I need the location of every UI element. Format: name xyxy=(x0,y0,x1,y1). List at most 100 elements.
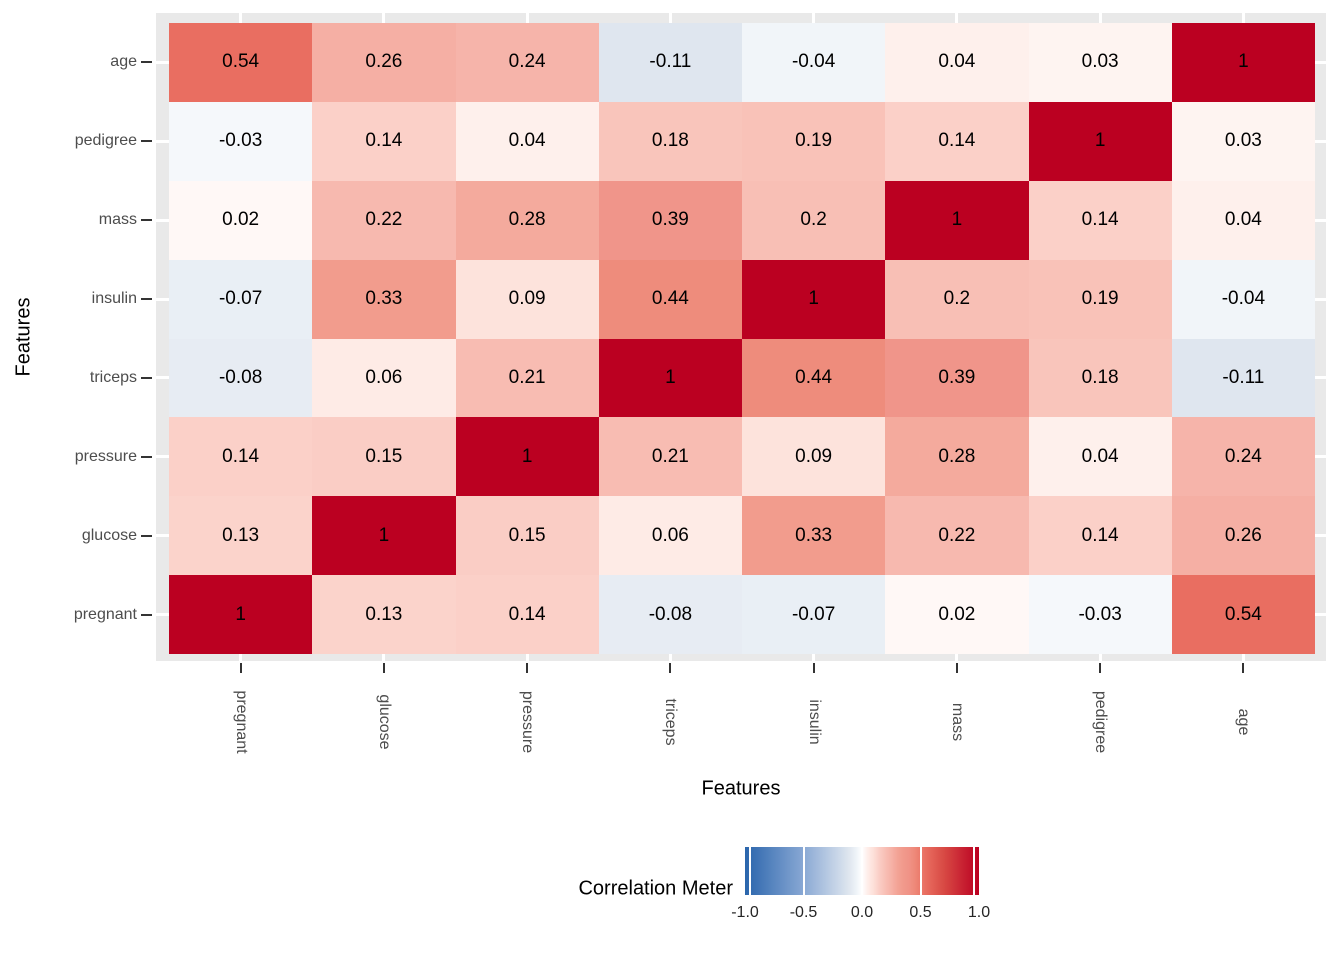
heatmap-cell-pregnant-pregnant: 1 xyxy=(169,575,313,654)
heatmap-cell-pregnant-pedigree: -0.03 xyxy=(1028,575,1172,654)
heatmap-cell-insulin-insulin: 1 xyxy=(742,259,886,339)
y-tick xyxy=(141,298,152,301)
x-tick xyxy=(382,663,385,673)
x-tick xyxy=(526,663,529,673)
heatmap-cell-triceps-insulin: 0.44 xyxy=(742,338,886,418)
legend-tick-label: -0.5 xyxy=(789,904,818,921)
x-axis-label-pregnant: pregnant xyxy=(232,690,250,754)
legend-tick-label: 0.0 xyxy=(850,904,874,921)
heatmap-cell-mass-pedigree: 0.14 xyxy=(1028,180,1172,260)
y-tick xyxy=(141,455,152,458)
heatmap-cell-glucose-pedigree: 0.14 xyxy=(1028,496,1172,576)
legend-tick-label: -1.0 xyxy=(731,904,759,921)
x-axis-label-age: age xyxy=(1235,708,1253,736)
heatmap-cell-mass-pressure: 0.28 xyxy=(455,180,599,260)
legend-tick-label: 1.0 xyxy=(967,904,991,921)
y-axis-label-mass: mass xyxy=(98,211,137,229)
heatmap-cell-pregnant-triceps: -0.08 xyxy=(598,575,742,654)
heatmap-cell-pressure-glucose: 0.15 xyxy=(312,417,456,497)
heatmap-cell-pressure-triceps: 0.21 xyxy=(598,417,742,497)
heatmap-cell-age-age: 1 xyxy=(1171,23,1315,102)
heatmap-cell-pedigree-triceps: 0.18 xyxy=(598,101,742,181)
heatmap-cell-pedigree-mass: 0.14 xyxy=(885,101,1029,181)
y-axis-label-pregnant: pregnant xyxy=(73,605,137,623)
heatmap-cell-triceps-age: -0.11 xyxy=(1171,338,1315,418)
x-tick xyxy=(812,663,815,673)
heatmap-cell-glucose-mass: 0.22 xyxy=(885,496,1029,576)
heatmap-cell-mass-triceps: 0.39 xyxy=(598,180,742,260)
heatmap-cell-triceps-pregnant: -0.08 xyxy=(169,338,313,418)
x-axis-label-triceps: triceps xyxy=(662,698,680,746)
heatmap-cell-pedigree-pedigree: 1 xyxy=(1028,101,1172,181)
heatmap-cell-age-pressure: 0.24 xyxy=(455,23,599,102)
heatmap-cell-pressure-insulin: 0.09 xyxy=(742,417,886,497)
x-tick xyxy=(669,663,672,673)
x-axis-title: Features xyxy=(701,777,781,800)
y-axis-label-triceps: triceps xyxy=(89,368,137,386)
heatmap-cell-mass-age: 0.04 xyxy=(1171,180,1315,260)
y-axis-label-glucose: glucose xyxy=(81,526,137,544)
heatmap-cell-glucose-glucose: 1 xyxy=(312,496,456,576)
heatmap-cell-pressure-mass: 0.28 xyxy=(885,417,1029,497)
heatmap-cell-pregnant-glucose: 0.13 xyxy=(312,575,456,654)
heatmap-cell-pregnant-pressure: 0.14 xyxy=(455,575,599,654)
y-tick xyxy=(141,140,152,143)
heatmap-cell-triceps-pedigree: 0.18 xyxy=(1028,338,1172,418)
heatmap-cell-insulin-pregnant: -0.07 xyxy=(169,259,313,339)
heatmap-cell-insulin-triceps: 0.44 xyxy=(598,259,742,339)
y-axis-title: Features xyxy=(12,297,35,377)
heatmap-cell-age-triceps: -0.11 xyxy=(598,23,742,102)
y-axis-label-pressure: pressure xyxy=(74,447,137,465)
heatmap-cell-pedigree-pressure: 0.04 xyxy=(455,101,599,181)
legend-tick-label: 0.5 xyxy=(909,904,932,921)
heatmap-cell-glucose-pressure: 0.15 xyxy=(455,496,599,576)
heatmap-cell-triceps-pressure: 0.21 xyxy=(455,338,599,418)
x-tick xyxy=(239,663,242,673)
heatmap-cell-insulin-mass: 0.2 xyxy=(885,259,1029,339)
heatmap-cell-mass-pregnant: 0.02 xyxy=(169,180,313,260)
heatmap-cell-age-glucose: 0.26 xyxy=(312,23,456,102)
plot-panel: 0.54 0.26 0.24 -0.11 -0.04 0.04 0.03 1 -0.03 0.14… xyxy=(156,13,1326,661)
heatmap-cell-pressure-pedigree: 0.04 xyxy=(1028,417,1172,497)
x-tick xyxy=(1099,663,1102,673)
legend-break-tick xyxy=(861,847,863,895)
x-tick xyxy=(1242,663,1245,673)
heatmap-cell-pressure-pregnant: 0.14 xyxy=(169,417,313,497)
x-axis-label-pressure: pressure xyxy=(519,690,537,754)
x-axis-label-insulin: insulin xyxy=(805,699,823,745)
heatmap-cell-glucose-triceps: 0.06 xyxy=(598,496,742,576)
heatmap-cell-glucose-insulin: 0.33 xyxy=(742,496,886,576)
legend-break-tick xyxy=(748,847,751,895)
heatmap-cell-glucose-pregnant: 0.13 xyxy=(169,496,313,576)
heatmap-cell-insulin-glucose: 0.33 xyxy=(312,259,456,339)
legend-title: Correlation Meter xyxy=(578,877,733,900)
x-axis-label-pedigree: pedigree xyxy=(1092,690,1110,754)
legend-break-tick xyxy=(802,847,805,895)
y-tick xyxy=(141,219,152,222)
heatmap-cell-triceps-glucose: 0.06 xyxy=(312,338,456,418)
heatmap-cell-pedigree-pregnant: -0.03 xyxy=(169,101,313,181)
heatmap-cell-age-insulin: -0.04 xyxy=(742,23,886,102)
heatmap-cell-age-mass: 0.04 xyxy=(885,23,1029,102)
x-axis-label-glucose: glucose xyxy=(375,694,393,750)
heatmap-cell-mass-insulin: 0.2 xyxy=(742,180,886,260)
y-axis-label-insulin: insulin xyxy=(91,290,137,308)
heatmap-cell-mass-glucose: 0.22 xyxy=(312,180,456,260)
legend-gradient-bar xyxy=(745,847,979,895)
y-tick xyxy=(141,613,152,616)
heatmap-cell-grid: 0.54 0.26 0.24 -0.11 -0.04 0.04 0.03 1 -0.03 0.14… xyxy=(169,23,1315,654)
y-axis-label-age: age xyxy=(110,53,137,71)
heatmap-cell-pedigree-glucose: 0.14 xyxy=(312,101,456,181)
heatmap-cell-glucose-age: 0.26 xyxy=(1171,496,1315,576)
heatmap-cell-pregnant-mass: 0.02 xyxy=(885,575,1029,654)
heatmap-cell-triceps-triceps: 1 xyxy=(598,338,742,418)
y-tick xyxy=(141,61,152,64)
x-axis-label-mass: mass xyxy=(948,702,966,742)
heatmap-cell-insulin-pedigree: 0.19 xyxy=(1028,259,1172,339)
heatmap-cell-pregnant-age: 0.54 xyxy=(1171,575,1315,654)
legend-break-tick xyxy=(919,847,922,895)
heatmap-cell-pressure-age: 0.24 xyxy=(1171,417,1315,497)
heatmap-cell-triceps-mass: 0.39 xyxy=(885,338,1029,418)
heatmap-cell-pedigree-age: 0.03 xyxy=(1171,101,1315,181)
